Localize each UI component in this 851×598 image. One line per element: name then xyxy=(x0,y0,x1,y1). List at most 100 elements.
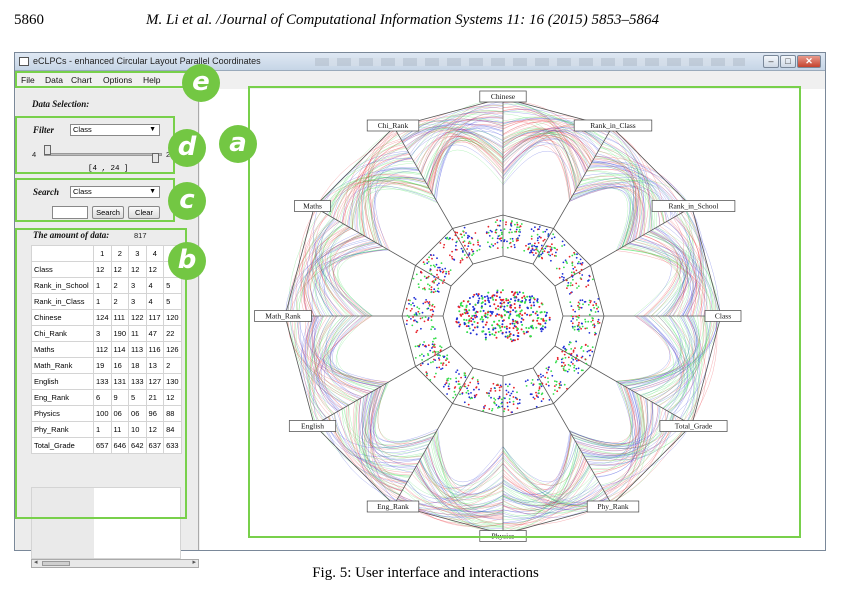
menu-chart[interactable]: Chart xyxy=(71,75,92,85)
scatter-point xyxy=(469,242,472,245)
scroll-left-icon[interactable]: ◂ xyxy=(34,559,38,566)
scatter-point xyxy=(575,340,578,343)
scatter-point xyxy=(550,259,552,262)
scroll-right-icon[interactable]: ▸ xyxy=(192,559,196,566)
axis-label[interactable]: Class xyxy=(704,310,742,322)
data-line xyxy=(330,227,373,317)
scatter-point xyxy=(484,303,487,306)
table-row[interactable]: Total_Grade 657 646 642 637 633 xyxy=(31,437,182,454)
scatter-point xyxy=(442,362,445,365)
data-line xyxy=(661,315,696,423)
table-row[interactable]: Eng_Rank 6 9 5 21 12 xyxy=(31,389,182,406)
menu-options[interactable]: Options xyxy=(103,75,133,85)
data-line xyxy=(336,315,381,387)
data-line xyxy=(364,158,413,240)
scatter-point xyxy=(532,384,534,386)
data-line xyxy=(295,226,350,317)
data-line xyxy=(310,249,388,317)
clear-button[interactable]: Clear xyxy=(128,206,160,219)
scatter-point xyxy=(415,313,418,316)
scatter-point xyxy=(591,346,594,349)
filter-slider-max-handle[interactable] xyxy=(152,153,159,163)
data-line xyxy=(413,471,504,525)
maximize-button[interactable]: □ xyxy=(780,55,796,68)
axis-label[interactable]: Math_Rank xyxy=(254,310,312,322)
menu-data[interactable]: Data xyxy=(45,75,63,85)
axis-label[interactable]: Total_Grade xyxy=(659,420,728,432)
amount-label: The amount of data: xyxy=(33,230,110,240)
scatter-point xyxy=(498,234,501,237)
table-row[interactable]: Chi_Rank 3 190 11 47 22 xyxy=(31,325,182,342)
table-row[interactable]: Maths 112 114 113 116 126 xyxy=(31,341,182,358)
table-row[interactable]: Rank_in_School 1 2 3 4 5 xyxy=(31,277,182,294)
data-line xyxy=(610,422,688,504)
scatter-point xyxy=(573,364,576,367)
scatter-point xyxy=(508,242,511,245)
table-row[interactable]: English 133 131 133 127 130 xyxy=(31,373,182,390)
table-row[interactable]: Chinese 124 111 122 117 120 xyxy=(31,309,182,326)
visualization-canvas[interactable]: Physics Eng_Rank English Math_Rank Maths Chi_… xyxy=(200,89,825,550)
scatter-point xyxy=(588,279,590,282)
scrollbar-thumb[interactable] xyxy=(42,561,70,566)
scatter-point xyxy=(577,324,580,326)
scatter-point xyxy=(467,245,470,248)
scatter-point xyxy=(425,276,428,279)
data-line xyxy=(333,413,411,477)
axis-label[interactable]: Chi_Rank xyxy=(366,119,420,132)
scatter-point xyxy=(490,396,492,399)
scatter-point xyxy=(555,380,558,383)
scatter-point xyxy=(564,348,566,350)
eclpc-chart[interactable]: PhysicsEng_RankEnglishMath_RankMathsChi_… xyxy=(200,89,825,550)
search-button[interactable]: Search xyxy=(92,206,124,219)
scatter-point xyxy=(529,251,531,254)
scatter-point xyxy=(580,278,583,280)
menu-file[interactable]: File xyxy=(21,75,35,85)
axis-label[interactable]: Phy_Rank xyxy=(586,500,640,513)
app-icon xyxy=(19,57,29,66)
scatter-point xyxy=(481,297,484,300)
data-line xyxy=(502,449,581,531)
axis-label[interactable]: Eng_Rank xyxy=(366,500,420,513)
axis-label[interactable]: Rank_in_School xyxy=(651,200,736,212)
horizontal-scrollbar[interactable]: ◂ ▸ xyxy=(31,559,199,568)
search-input[interactable] xyxy=(52,206,88,219)
menu-help[interactable]: Help xyxy=(143,75,161,85)
axis-label[interactable]: Rank_in_Class xyxy=(573,119,653,132)
table-row[interactable]: Math_Rank 19 16 18 13 2 xyxy=(31,357,182,374)
data-line xyxy=(502,140,579,187)
table-cell: 12 xyxy=(163,389,182,406)
scatter-point xyxy=(463,383,466,385)
axis-label[interactable]: Maths xyxy=(294,200,331,212)
data-line xyxy=(410,110,504,158)
table-row[interactable]: Physics 100 06 06 96 88 xyxy=(31,405,182,422)
scatter-point xyxy=(479,245,481,247)
scatter-point xyxy=(534,242,536,245)
scatter-point xyxy=(459,302,462,305)
minimize-button[interactable]: – xyxy=(763,55,779,68)
scatter-point xyxy=(479,310,482,313)
filter-dropdown[interactable]: Class ▼ xyxy=(70,124,160,136)
data-line xyxy=(368,391,437,443)
data-line xyxy=(645,233,690,317)
scatter-point xyxy=(566,370,569,373)
data-line xyxy=(502,102,605,142)
data-line xyxy=(648,315,690,412)
scatter-point xyxy=(492,328,495,331)
scatter-point xyxy=(561,273,564,275)
scatter-point xyxy=(458,325,461,328)
page-number: 5860 xyxy=(14,12,44,28)
close-button[interactable]: ✕ xyxy=(797,55,821,68)
search-dropdown[interactable]: Class ▼ xyxy=(70,186,160,198)
data-line xyxy=(502,145,570,202)
axis-label-text: Chinese xyxy=(491,92,516,101)
data-line xyxy=(368,134,399,245)
data-line xyxy=(332,233,369,317)
data-line xyxy=(335,177,426,220)
filter-slider-min-handle[interactable] xyxy=(44,145,51,155)
axis-label[interactable]: Chinese xyxy=(479,90,527,103)
data-line xyxy=(572,186,646,235)
scatter-point xyxy=(593,306,595,309)
scatter-point xyxy=(562,261,565,264)
data-line xyxy=(502,457,585,511)
axis-label[interactable]: English xyxy=(288,420,337,432)
